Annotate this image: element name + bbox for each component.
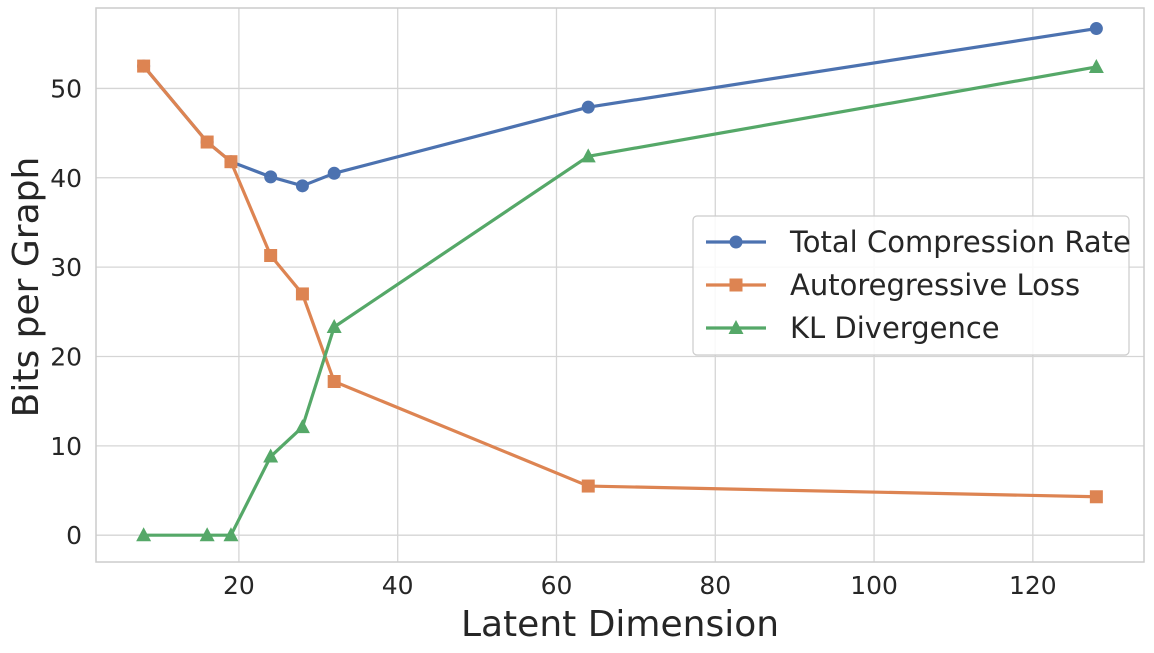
- data-point: [136, 527, 152, 542]
- data-point: [224, 155, 238, 169]
- x-axis-ticks: 20 40 60 80 100 120: [223, 571, 1057, 600]
- x-tick-label: 120: [1009, 571, 1057, 600]
- data-point: [200, 135, 214, 149]
- series-line: [142, 26, 1098, 188]
- y-axis-ticks: 0 10 20 30 40 50: [50, 74, 82, 550]
- legend: Total Compression Rate Autoregressive Los…: [692, 215, 1131, 356]
- legend-frame: [692, 215, 1130, 356]
- legend-label: Autoregressive Loss: [790, 268, 1080, 302]
- legend-entry: Total Compression Rate: [706, 225, 1131, 259]
- y-tick-label: 20: [50, 342, 82, 371]
- series-group: [136, 22, 1104, 542]
- legend-marker: [728, 320, 744, 334]
- data-point: [264, 170, 278, 184]
- x-tick-label: 100: [850, 571, 898, 600]
- data-point: [327, 166, 341, 180]
- data-point: [1088, 58, 1104, 73]
- data-point: [263, 448, 279, 463]
- data-point: [294, 419, 310, 434]
- data-point: [581, 479, 595, 493]
- plot-area-frame: [95, 7, 1145, 563]
- x-tick-label: 60: [541, 571, 573, 600]
- legend-label: KL Divergence: [790, 311, 1000, 345]
- x-tick-label: 20: [223, 571, 255, 600]
- y-tick-label: 40: [50, 164, 82, 193]
- legend-marker: [729, 278, 743, 292]
- y-tick-label: 50: [50, 74, 82, 103]
- data-point: [137, 59, 151, 73]
- y-tick-label: 30: [50, 253, 82, 282]
- series-1: [137, 22, 1103, 193]
- legend-marker: [729, 235, 743, 249]
- series-2: [137, 59, 1103, 504]
- data-point: [199, 527, 215, 542]
- legend-entry: Autoregressive Loss: [706, 268, 1080, 302]
- data-point: [1089, 490, 1103, 504]
- x-axis-label: Latent Dimension: [461, 604, 779, 645]
- data-point: [295, 179, 309, 193]
- y-axis-label: Bits per Graph: [6, 157, 47, 418]
- x-tick-label: 40: [382, 571, 414, 600]
- y-tick-label: 0: [66, 521, 82, 550]
- y-tick-label: 10: [50, 432, 82, 461]
- x-tick-label: 80: [699, 571, 731, 600]
- data-point: [327, 375, 341, 389]
- data-point: [295, 287, 309, 301]
- legend-label: Total Compression Rate: [789, 225, 1131, 259]
- legend-entry: KL Divergence: [706, 311, 1000, 345]
- data-point: [223, 527, 239, 542]
- data-point: [580, 148, 596, 163]
- data-point: [264, 249, 278, 263]
- series-3: [136, 58, 1104, 542]
- data-point: [326, 318, 342, 333]
- data-point: [1089, 22, 1103, 36]
- data-point: [581, 100, 595, 114]
